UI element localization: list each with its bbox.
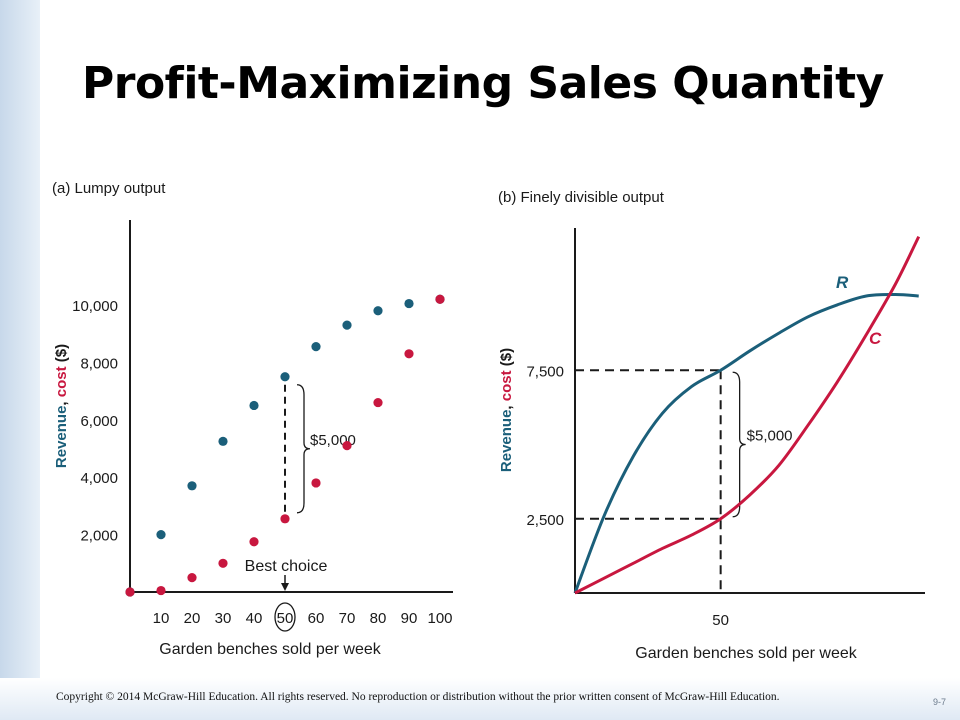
y-label-comma: ,	[53, 397, 70, 405]
y-tick-label: 10,000	[72, 298, 118, 315]
gap-brace	[732, 371, 746, 518]
page-number: 9-7	[932, 697, 946, 707]
best-choice-circle	[274, 602, 296, 632]
copyright-footer: Copyright © 2014 McGraw-Hill Education. …	[56, 691, 780, 703]
y-axis-label: Revenue, cost ($)	[53, 344, 70, 468]
revenue-point	[342, 320, 352, 330]
revenue-point	[187, 481, 197, 491]
chart-panel-finely-divisible-output: (b) Finely divisible output 2,500 7,500 50 G…	[488, 170, 940, 675]
revenue-point	[311, 342, 321, 352]
y-label-revenue: Revenue	[53, 406, 70, 469]
revenue-point	[218, 436, 228, 446]
x-tick-label: 20	[184, 610, 201, 627]
x-tick-label: 100	[427, 610, 452, 627]
x-tick-label: 50	[277, 610, 294, 627]
y-tick-label: 7,500	[526, 363, 564, 380]
y-label-revenue: Revenue	[498, 410, 515, 473]
y-tick-label: 2,500	[526, 512, 564, 529]
y-tick-label: 4,000	[80, 470, 118, 487]
y-tick-label: 6,000	[80, 413, 118, 430]
y-label-comma: ,	[498, 401, 515, 409]
gap-brace	[296, 384, 311, 514]
y-label-cost: cost	[498, 370, 515, 401]
x-tick-label: 70	[339, 610, 356, 627]
cost-point	[249, 537, 259, 547]
cost-curve-label: C	[869, 329, 882, 348]
revenue-point	[373, 306, 383, 316]
bottom-decorative-band	[0, 678, 960, 720]
cost-curve	[574, 235, 921, 595]
y-label-unit: ($)	[498, 348, 515, 371]
finely-divisible-output-chart: (b) Finely divisible output 2,500 7,500 50 G…	[498, 189, 925, 662]
panel-b-label: (b) Finely divisible output	[498, 189, 665, 206]
chart-panel-lumpy-output: (a) Lumpy output 2,000 4,000 6,000 8,000 10,0…	[48, 170, 488, 675]
x-tick-label: 60	[308, 610, 325, 627]
cost-point	[435, 294, 445, 304]
revenue-point	[404, 298, 414, 309]
cost-point	[125, 587, 135, 597]
best-choice-arrowhead	[281, 583, 289, 591]
y-label-cost: cost	[53, 366, 70, 397]
cost-point	[156, 585, 166, 596]
cost-point	[280, 514, 290, 524]
gap-label: $5,000	[747, 428, 793, 445]
best-choice-label: Best choice	[245, 558, 328, 575]
slide-title: Profit-Maximizing Sales Quantity	[82, 58, 884, 109]
cost-point	[404, 349, 414, 359]
revenue-curve-label: R	[836, 273, 849, 292]
cost-point	[342, 441, 352, 451]
x-tick-label: 90	[401, 610, 418, 627]
x-tick-label: 10	[153, 610, 170, 627]
x-tick-label: 50	[712, 612, 729, 629]
cost-point	[218, 558, 228, 568]
revenue-point	[156, 530, 166, 540]
cost-point	[311, 478, 321, 488]
revenue-point	[249, 400, 259, 411]
y-tick-label: 2,000	[80, 528, 118, 545]
y-tick-label: 8,000	[80, 355, 118, 372]
x-axis-label: Garden benches sold per week	[635, 645, 857, 662]
x-tick-label: 80	[370, 610, 387, 627]
cost-point	[187, 573, 197, 583]
panel-a-label: (a) Lumpy output	[52, 180, 166, 197]
revenue-curve	[573, 293, 919, 594]
y-axis-label: Revenue, cost ($)	[498, 348, 515, 472]
left-decorative-band	[0, 0, 40, 720]
y-label-unit: ($)	[53, 344, 70, 367]
revenue-point	[280, 372, 290, 382]
x-axis-label: Garden benches sold per week	[159, 641, 381, 658]
x-tick-label: 40	[246, 610, 263, 627]
lumpy-output-chart: (a) Lumpy output 2,000 4,000 6,000 8,000 10,0…	[52, 180, 453, 658]
cost-point	[373, 397, 383, 408]
x-tick-label: 30	[215, 610, 232, 627]
